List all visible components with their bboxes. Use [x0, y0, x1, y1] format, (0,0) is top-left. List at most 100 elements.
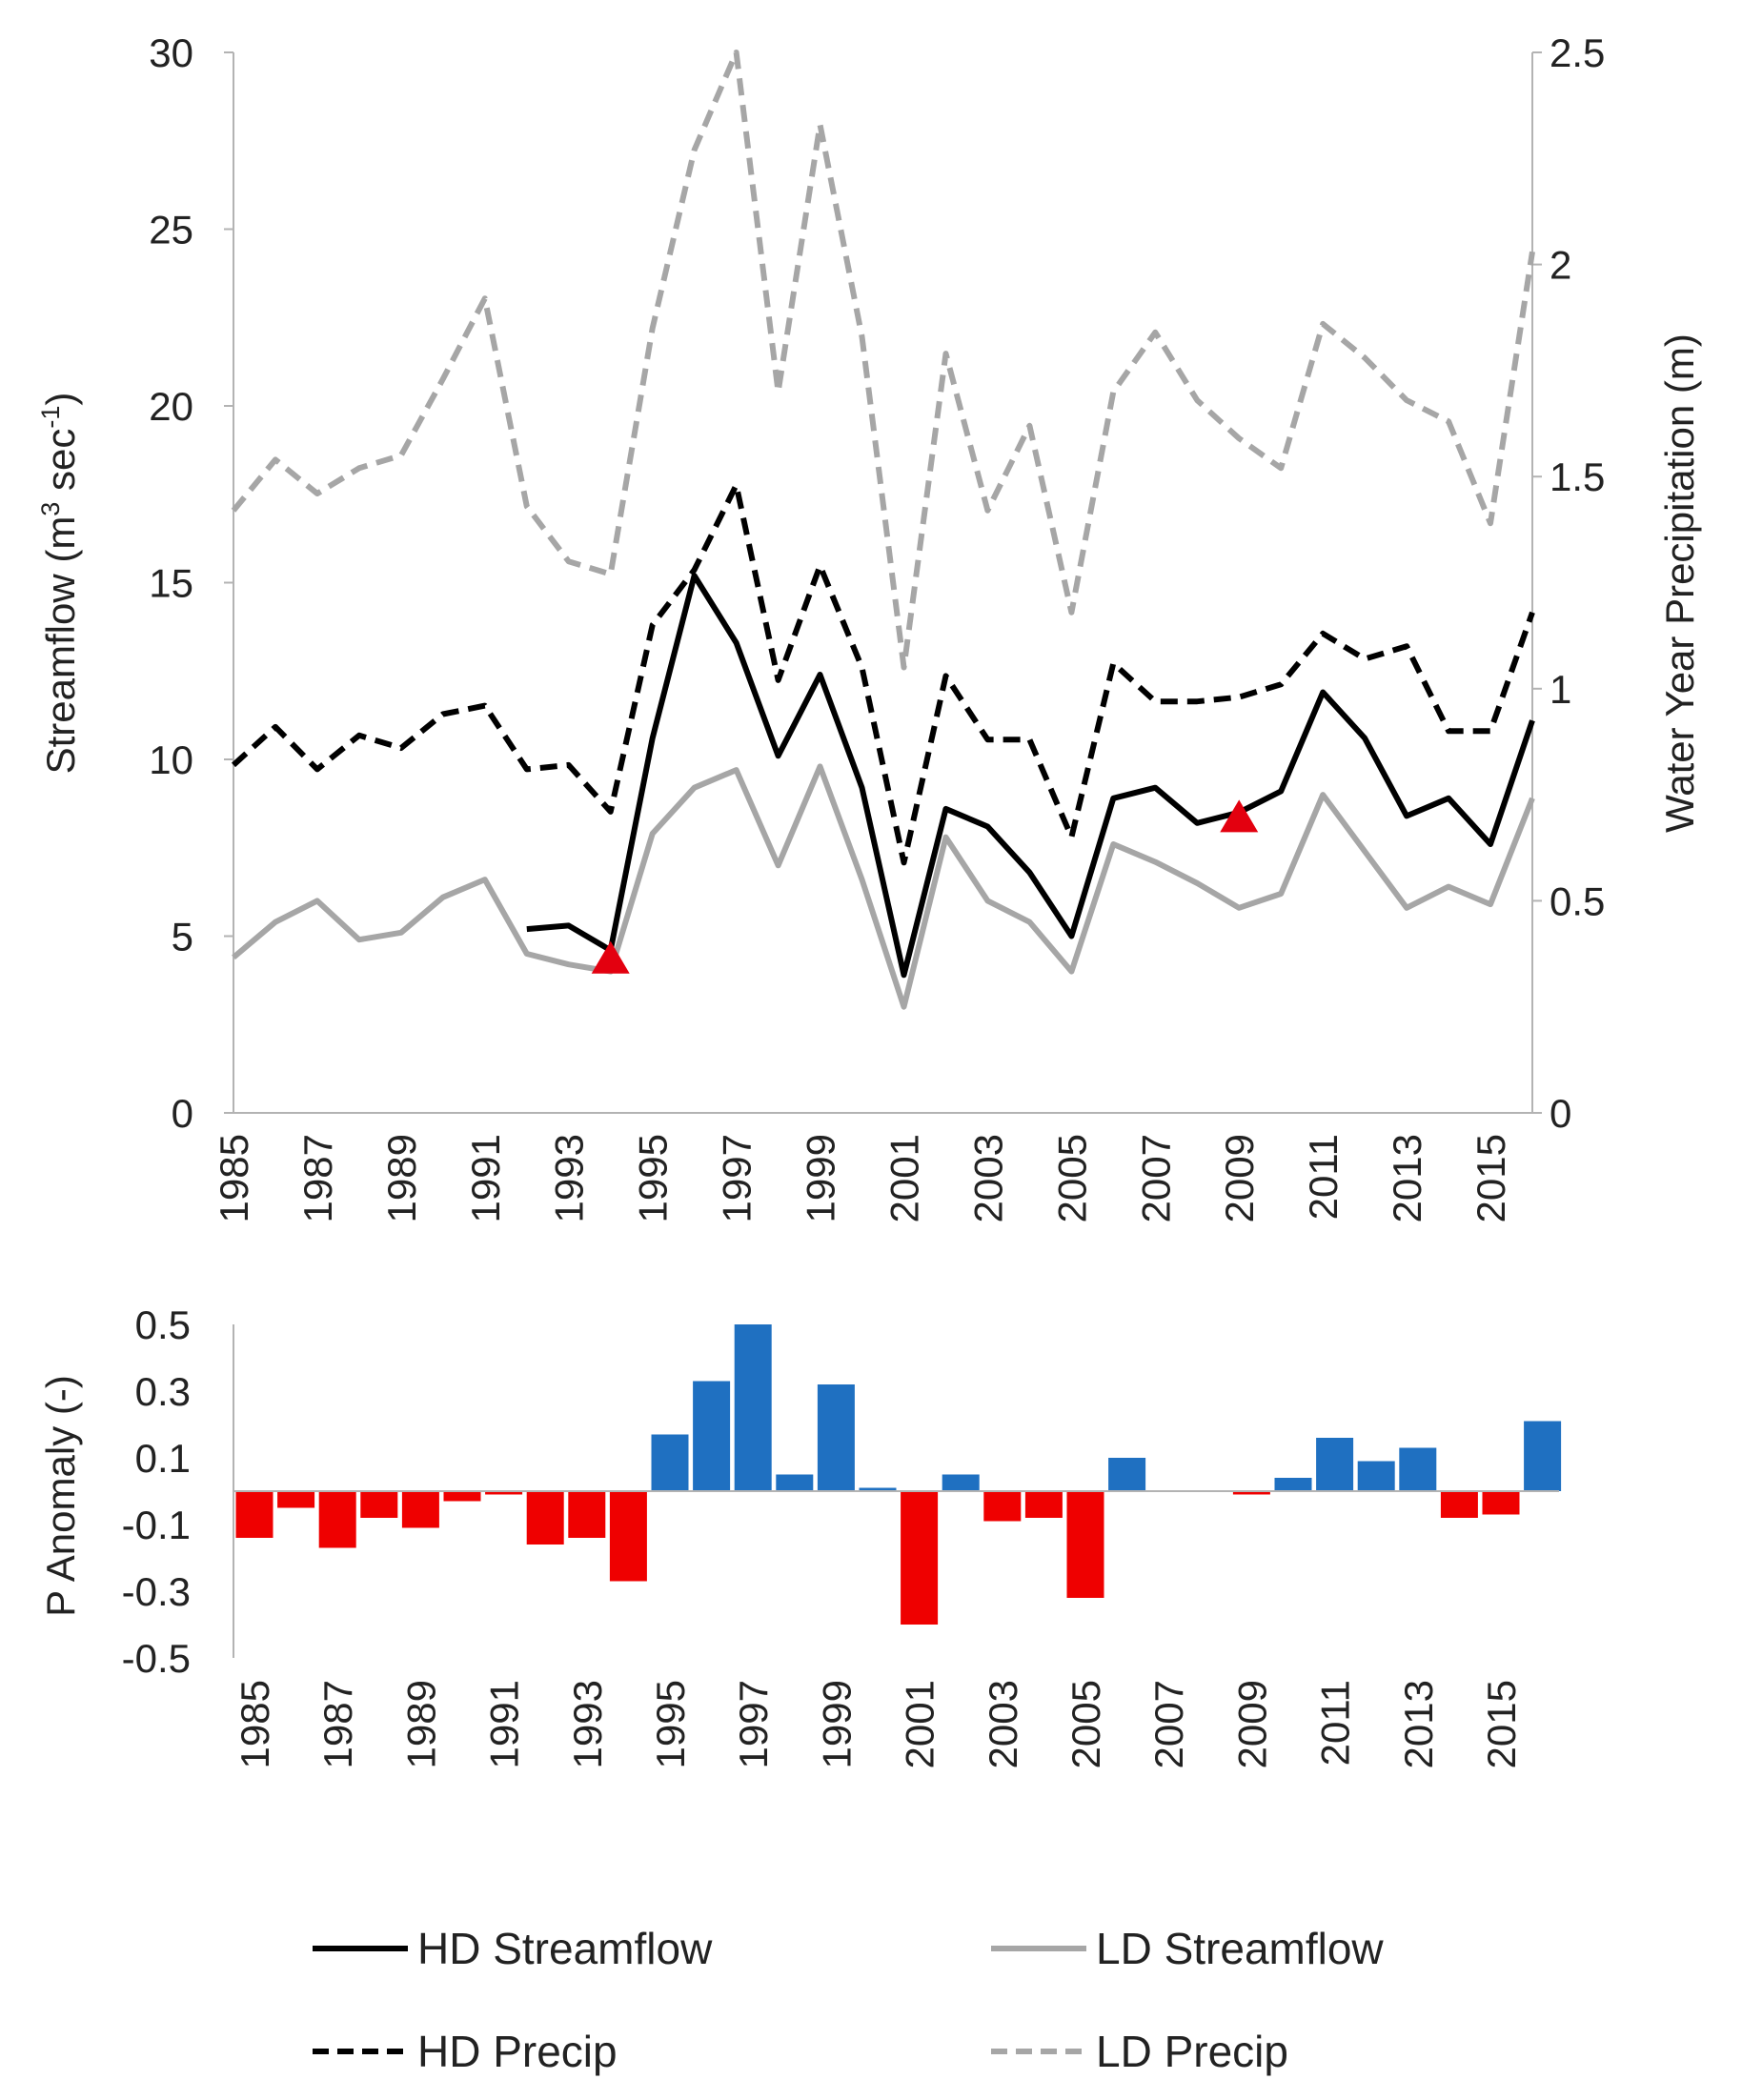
- top-x-tick-label: 1989: [379, 1134, 424, 1222]
- series-hd-streamflow: [526, 573, 1535, 979]
- top-left-tick-label: 0: [172, 1091, 193, 1136]
- bottom-x-tick-label: 2007: [1146, 1680, 1191, 1768]
- bottom-y-tick-label: 0.1: [135, 1436, 191, 1481]
- bottom-x-tick-label: 1985: [233, 1680, 277, 1768]
- top-x-tick-label: 2015: [1469, 1134, 1513, 1222]
- legend-item-ld-streamflow: LD Streamflow: [991, 1924, 1384, 1973]
- top-left-tick-label: 5: [172, 915, 193, 959]
- right-axis-title: Water Year Precipitation (m): [1657, 333, 1702, 833]
- left-axis-title-sup2: -1: [36, 406, 65, 429]
- top-series: [231, 50, 1535, 1010]
- anomaly-bar: [526, 1491, 564, 1545]
- bottom-y-tick-label: -0.3: [122, 1569, 191, 1614]
- legend-item-hd-precip: HD Precip: [313, 2027, 618, 2076]
- top-x-tick-labels: 1985 1987 1989 1991 1993 1995 1997 1999 2001 2003…: [212, 1134, 1513, 1222]
- top-right-tick-label: 0: [1550, 1091, 1571, 1136]
- left-axis-title-end: ): [38, 393, 83, 406]
- anomaly-bar: [609, 1491, 647, 1582]
- bottom-y-tick-labels: 0.5 0.3 0.1 -0.1 -0.3 -0.5: [122, 1302, 191, 1681]
- series-ld-streamflow: [232, 763, 1535, 1010]
- anomaly-bar: [235, 1491, 273, 1538]
- anomaly-bar: [360, 1491, 398, 1518]
- bottom-x-tick-label: 2001: [898, 1680, 942, 1768]
- anomaly-bar: [1357, 1461, 1395, 1491]
- legend-label-ld-precip: LD Precip: [1096, 2027, 1288, 2076]
- anomaly-bar: [859, 1487, 897, 1491]
- left-axis-title-mid: sec: [38, 429, 83, 502]
- top-left-tick-label: 25: [149, 208, 193, 252]
- bottom-bars: [235, 1324, 1562, 1625]
- top-x-tick-label: 2007: [1133, 1134, 1178, 1222]
- bottom-x-tick-labels: 1985 1987 1989 1991 1993 1995 1997 1999 2001 2003…: [233, 1680, 1524, 1768]
- top-x-tick-label: 1999: [799, 1134, 843, 1222]
- bottom-x-tick-label: 2011: [1313, 1680, 1358, 1766]
- marker-triangle: [1220, 799, 1259, 833]
- anomaly-bar: [1482, 1491, 1520, 1515]
- top-right-tick-label: 2: [1550, 243, 1571, 288]
- bottom-x-tick-label: 1993: [565, 1680, 610, 1768]
- left-axis-title-sup1: 3: [36, 502, 65, 516]
- top-x-tick-label: 1995: [631, 1134, 676, 1222]
- bottom-x-tick-label: 1989: [398, 1680, 443, 1768]
- top-x-tick-label: 1993: [547, 1134, 592, 1222]
- legend: HD Streamflow LD Streamflow HD Precip LD…: [313, 1924, 1384, 2076]
- anomaly-bar: [983, 1491, 1022, 1522]
- bottom-x-tick-label: 1991: [482, 1680, 527, 1768]
- anomaly-bar: [277, 1491, 315, 1508]
- anomaly-bar: [651, 1434, 689, 1491]
- series-hd-precip: [231, 482, 1535, 866]
- series-ld-precip: [231, 50, 1535, 671]
- bottom-y-tick-label: -0.1: [122, 1503, 191, 1547]
- top-x-tick-label: 2003: [965, 1134, 1010, 1222]
- bottom-y-tick-label: 0.3: [135, 1369, 191, 1414]
- anomaly-bar: [1274, 1478, 1312, 1491]
- legend-label-hd-precip: HD Precip: [417, 2027, 618, 2076]
- anomaly-bar: [776, 1474, 814, 1491]
- top-left-tick-label: 15: [149, 561, 193, 606]
- top-x-tick-label: 2011: [1301, 1134, 1346, 1220]
- marker-triangle: [591, 940, 630, 974]
- anomaly-bar: [485, 1491, 523, 1495]
- bottom-x-tick-label: 2009: [1229, 1680, 1274, 1768]
- bottom-chart: 0.50.30.1-0.1-0.3-0.5 1985 1987 1989 1991 19…: [38, 1302, 1562, 1768]
- top-x-tick-label: 1987: [295, 1134, 340, 1222]
- anomaly-bar: [693, 1381, 731, 1491]
- anomaly-bar: [1108, 1458, 1146, 1491]
- anomaly-bar: [734, 1324, 772, 1491]
- bottom-x-tick-label: 1999: [814, 1680, 859, 1768]
- anomaly-bar: [1316, 1438, 1354, 1491]
- anomaly-bar: [443, 1491, 481, 1502]
- legend-item-hd-streamflow: HD Streamflow: [313, 1924, 713, 1973]
- bottom-x-tick-label: 2015: [1479, 1680, 1524, 1768]
- top-right-tick-label: 0.5: [1550, 878, 1605, 923]
- left-axis-title-main: Streamflow (m: [38, 516, 83, 775]
- legend-label-hd-streamflow: HD Streamflow: [417, 1924, 713, 1973]
- bottom-x-tick-label: 1995: [648, 1680, 693, 1768]
- top-right-tick-label: 1.5: [1550, 454, 1605, 499]
- top-x-tick-label: 1985: [212, 1134, 256, 1222]
- anomaly-bar: [817, 1384, 855, 1491]
- anomaly-bar: [568, 1491, 606, 1538]
- top-x-tick-label: 2005: [1049, 1134, 1094, 1222]
- bottom-axis-title: P Anomaly (-): [38, 1375, 83, 1617]
- top-x-tick-label: 2001: [882, 1134, 927, 1222]
- top-x-tick-label: 1997: [715, 1134, 760, 1222]
- bottom-x-tick-label: 2003: [981, 1680, 1025, 1768]
- top-x-tick-label: 2013: [1385, 1134, 1429, 1222]
- anomaly-bar: [1066, 1491, 1104, 1598]
- top-left-tick-label: 10: [149, 737, 193, 782]
- top-right-tick-label: 1: [1550, 667, 1571, 712]
- top-right-ticks: 0 0.5 1 1.5 2 2.5: [1532, 30, 1605, 1136]
- top-right-tick-label: 2.5: [1550, 30, 1605, 75]
- anomaly-bar: [1024, 1491, 1063, 1518]
- anomaly-bar: [1440, 1491, 1478, 1518]
- top-x-tick-label: 2009: [1217, 1134, 1262, 1222]
- bottom-x-tick-label: 2013: [1396, 1680, 1441, 1768]
- anomaly-bar: [318, 1491, 356, 1548]
- anomaly-bar: [401, 1491, 439, 1528]
- top-left-ticks: 0 5 10 15 20 25 30: [149, 30, 233, 1136]
- legend-item-ld-precip: LD Precip: [991, 2027, 1288, 2076]
- anomaly-bar: [1232, 1491, 1270, 1495]
- anomaly-bar: [1399, 1447, 1437, 1491]
